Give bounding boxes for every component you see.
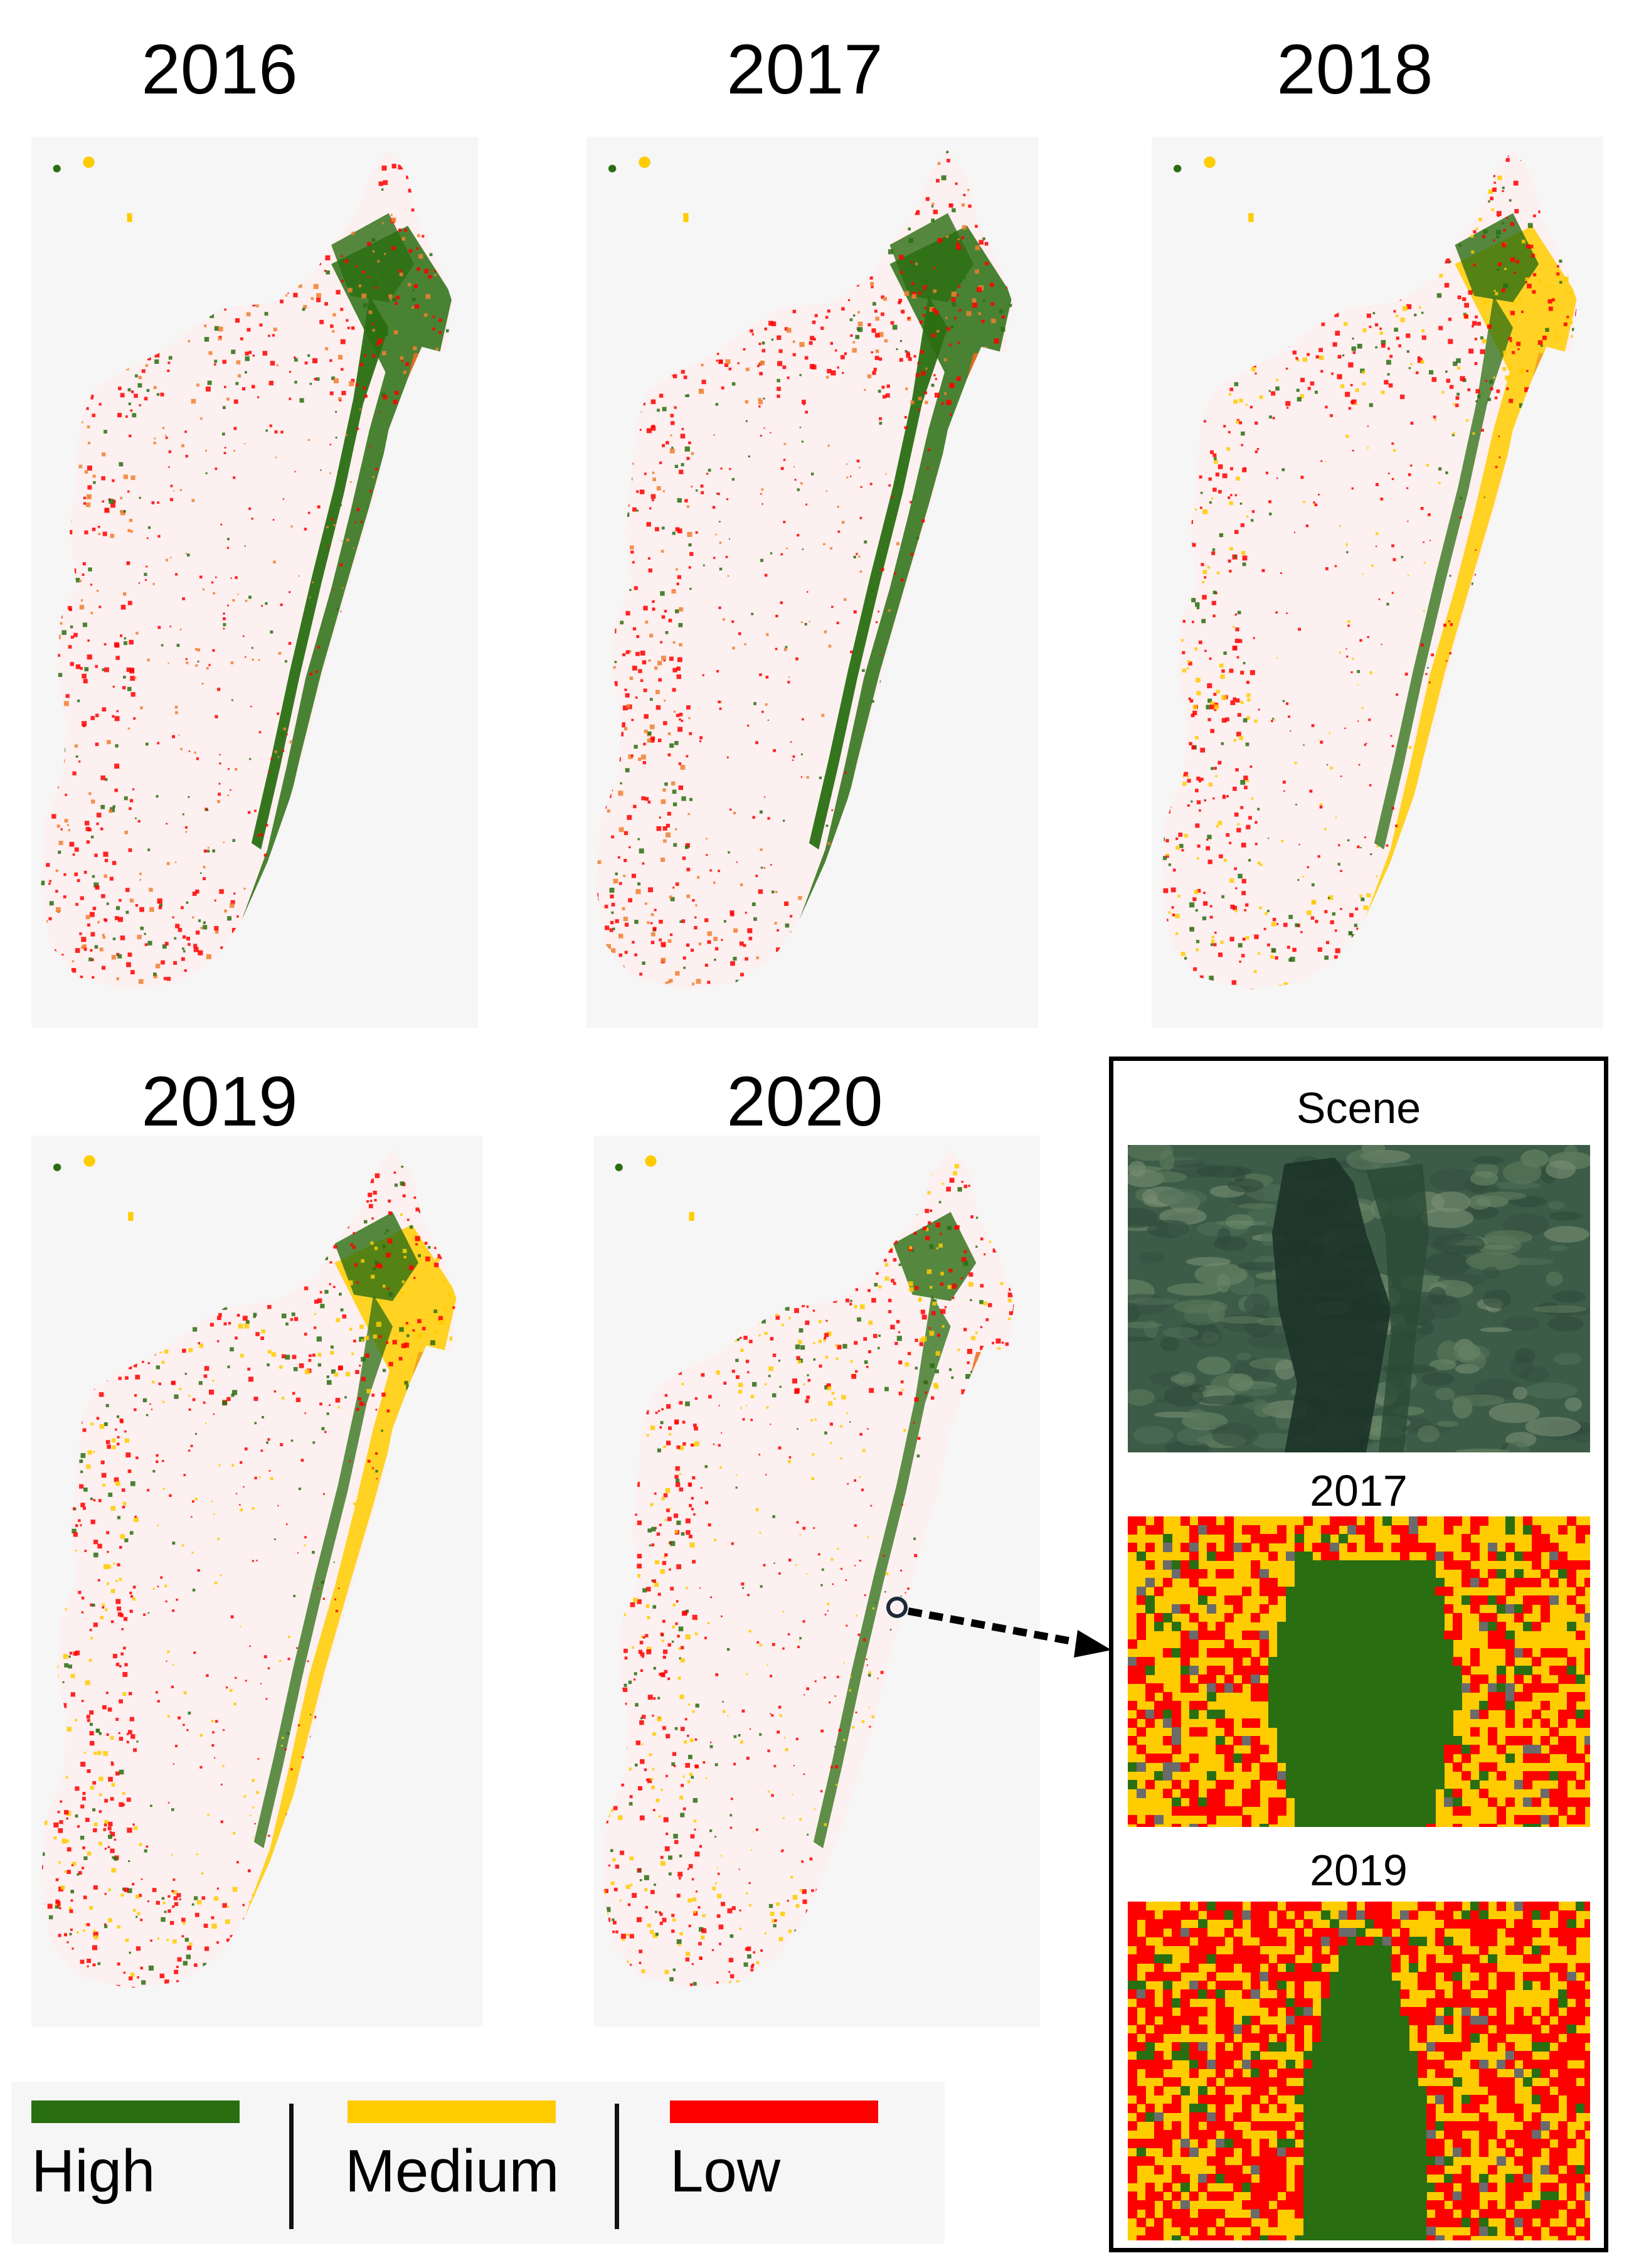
legend-swatch-medium bbox=[347, 2100, 556, 2123]
madagascar-map-2018 bbox=[1161, 149, 1578, 990]
legend-divider bbox=[289, 2104, 294, 2229]
year-title-2019: 2019 bbox=[141, 1062, 298, 1141]
inset-label-bottom-year: 2019 bbox=[1310, 1846, 1408, 1895]
legend-label-medium: Medium bbox=[345, 2138, 560, 2205]
legend: High Medium Low bbox=[11, 2082, 945, 2244]
year-title-2018: 2018 bbox=[1276, 30, 1433, 109]
year-title-2016: 2016 bbox=[141, 30, 298, 109]
legend-label-low: Low bbox=[670, 2138, 781, 2205]
madagascar-map-2019 bbox=[41, 1148, 457, 1989]
legend-divider bbox=[615, 2104, 619, 2229]
inset-label-scene: Scene bbox=[1296, 1083, 1421, 1132]
inset-label-top-year: 2017 bbox=[1310, 1466, 1408, 1515]
map-panel-2020 bbox=[593, 1136, 1040, 2026]
year-title-2017: 2017 bbox=[726, 30, 883, 109]
madagascar-map-2020 bbox=[603, 1148, 1015, 1989]
madagascar-map-2017 bbox=[596, 149, 1012, 990]
map-panel-2017 bbox=[586, 137, 1038, 1028]
legend-swatch-low bbox=[670, 2100, 878, 2123]
map-panel-2016 bbox=[31, 137, 478, 1028]
zoom-inset-box: Scene 2017 2019 bbox=[1109, 1057, 1608, 2252]
madagascar-map-2016 bbox=[41, 149, 453, 990]
satellite-scene-image bbox=[1128, 1145, 1590, 1452]
zoom-location-marker bbox=[886, 1597, 908, 1618]
inset-map-bottom bbox=[1128, 1902, 1590, 2240]
map-panel-2018 bbox=[1152, 137, 1603, 1028]
zoom-pointer-arrow bbox=[886, 1597, 1111, 1658]
year-title-2020: 2020 bbox=[726, 1062, 883, 1141]
legend-label-high: High bbox=[31, 2138, 156, 2205]
legend-swatch-high bbox=[31, 2100, 240, 2123]
map-panel-2019 bbox=[31, 1136, 483, 2026]
inset-map-top bbox=[1128, 1516, 1590, 1827]
